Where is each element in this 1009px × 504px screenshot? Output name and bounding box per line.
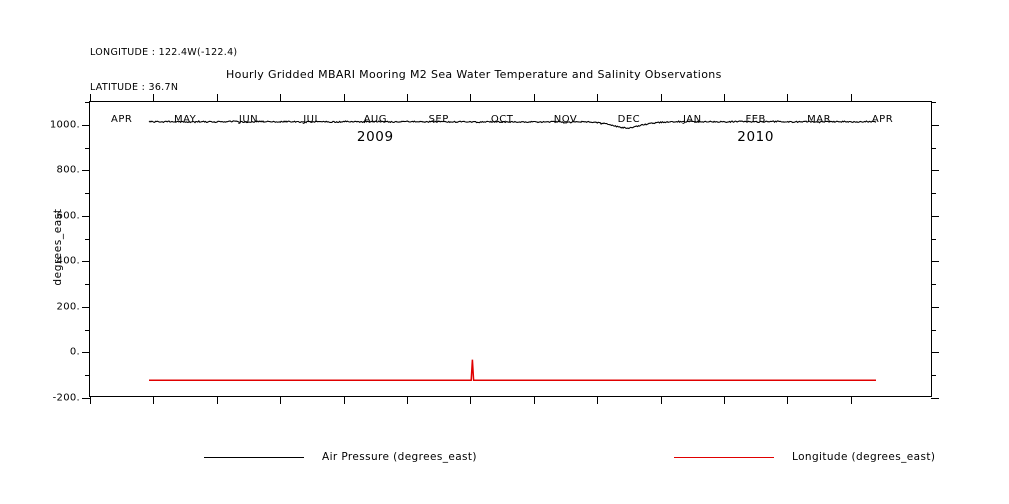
- series-air-pressure-line: [148, 119, 877, 130]
- metadata-longitude: LONGITUDE : 122.4W(-122.4): [90, 46, 238, 58]
- x-tick-top: [850, 94, 852, 102]
- y-axis-title: degrees_east: [52, 208, 64, 286]
- legend-label: Longitude (degrees_east): [792, 451, 936, 463]
- x-tick: [407, 396, 408, 404]
- x-tick-label: SEP: [428, 114, 449, 125]
- y-tick-label: 600.: [56, 210, 80, 222]
- x-tick: [470, 396, 472, 404]
- x-tick-label: NOV: [553, 114, 578, 125]
- x-tick-label: AUG: [363, 114, 388, 125]
- y-tick-major: [931, 170, 939, 172]
- y-tick-minor: [85, 375, 90, 377]
- x-tick: [533, 396, 535, 404]
- legend-line-swatch: [204, 456, 304, 458]
- y-tick-minor: [85, 238, 90, 240]
- y-tick-label: 0.: [69, 346, 80, 358]
- data-traces: [148, 119, 877, 382]
- x-tick-top: [660, 94, 662, 102]
- y-tick-major: [931, 215, 939, 217]
- y-tick-label: 200.: [56, 301, 80, 313]
- x-tick: [787, 396, 789, 404]
- y-tick-major: [82, 352, 90, 354]
- y-tick-minor: [85, 284, 90, 286]
- x-tick-label: DEC: [617, 114, 641, 125]
- x-tick: [850, 396, 852, 404]
- y-tick-major: [82, 170, 90, 172]
- x-tick-label: APR: [871, 114, 894, 125]
- x-tick: [724, 396, 725, 404]
- chart-title: Hourly Gridded MBARI Mooring M2 Sea Wate…: [226, 68, 722, 81]
- y-tick-minor: [931, 284, 936, 286]
- x-axis-year-label: 2010: [737, 129, 775, 145]
- x-tick: [660, 396, 662, 404]
- y-tick-minor: [931, 193, 936, 195]
- x-tick-label: JUL: [303, 114, 321, 125]
- x-tick-label: JAN: [682, 114, 702, 125]
- x-tick-label: OCT: [490, 114, 514, 125]
- y-tick-label: 400.: [56, 255, 80, 267]
- y-tick-major: [931, 398, 939, 399]
- y-tick-minor: [931, 329, 936, 331]
- y-tick-minor: [931, 375, 936, 377]
- x-tick: [90, 396, 91, 404]
- x-tick: [280, 396, 282, 404]
- x-tick-top: [407, 94, 408, 102]
- y-tick-major: [82, 215, 90, 217]
- y-tick-minor: [85, 102, 90, 103]
- y-tick-minor: [85, 193, 90, 195]
- y-tick-minor: [931, 102, 936, 103]
- y-tick-major: [931, 306, 939, 308]
- plot-area: degrees_east 1000. 800. 600. 400. 200. 0. -200…: [50, 94, 939, 404]
- x-tick-top: [280, 94, 282, 102]
- x-tick-label: JUN: [238, 114, 259, 125]
- x-axis-year-label: 2009: [356, 129, 394, 145]
- chart-legend: Air Pressure (degrees_east) Longitude (de…: [89, 447, 935, 473]
- x-tick: [597, 396, 599, 404]
- y-tick-major: [931, 352, 939, 354]
- legend-entry[interactable]: Air Pressure (degrees_east): [204, 447, 477, 467]
- x-tick-top: [90, 94, 91, 102]
- y-tick-major: [82, 306, 90, 308]
- y-tick-minor: [85, 329, 90, 331]
- y-tick-label: 800.: [56, 164, 80, 176]
- x-tick-top: [153, 94, 155, 102]
- y-tick-minor: [931, 238, 936, 240]
- x-tick-top: [343, 94, 345, 102]
- x-tick-top: [216, 94, 218, 102]
- x-tick: [153, 396, 155, 404]
- y-tick-minor: [85, 147, 90, 149]
- y-tick-major: [82, 398, 90, 399]
- x-tick-top: [724, 94, 725, 102]
- y-tick-major: [82, 124, 90, 126]
- x-tick-top: [470, 94, 472, 102]
- y-tick-minor: [931, 147, 936, 149]
- x-tick: [343, 396, 345, 404]
- y-tick-major: [931, 124, 939, 126]
- y-tick-label: -200.: [52, 392, 80, 404]
- x-tick-top: [533, 94, 535, 102]
- x-tick-label: FEB: [745, 114, 766, 125]
- metadata-latitude: LATITUDE : 36.7N: [90, 81, 179, 93]
- x-tick-label: APR: [111, 114, 133, 125]
- y-tick-major: [82, 261, 90, 263]
- y-tick-major: [931, 261, 939, 263]
- x-tick-label: MAR: [807, 114, 832, 125]
- x-tick-label: MAY: [173, 114, 197, 125]
- legend-entry[interactable]: Longitude (degrees_east): [674, 447, 935, 467]
- series-longitude-line: [149, 359, 876, 382]
- x-tick-top: [787, 94, 789, 102]
- y-tick-label: 1000.: [49, 119, 80, 131]
- x-tick-top: [597, 94, 599, 102]
- legend-line-swatch: [674, 456, 774, 458]
- legend-label: Air Pressure (degrees_east): [322, 451, 477, 463]
- x-tick: [216, 396, 218, 404]
